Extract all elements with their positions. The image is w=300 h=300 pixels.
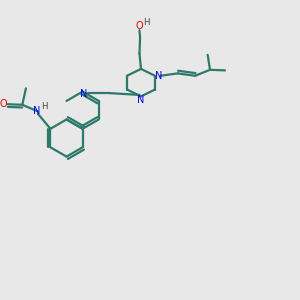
Text: N: N (155, 71, 163, 81)
Text: H: H (143, 18, 150, 27)
Text: N: N (33, 106, 40, 116)
Text: H: H (41, 101, 48, 110)
Text: O: O (136, 21, 143, 31)
Text: N: N (137, 95, 145, 105)
Text: N: N (80, 89, 87, 99)
Text: O: O (0, 99, 8, 109)
